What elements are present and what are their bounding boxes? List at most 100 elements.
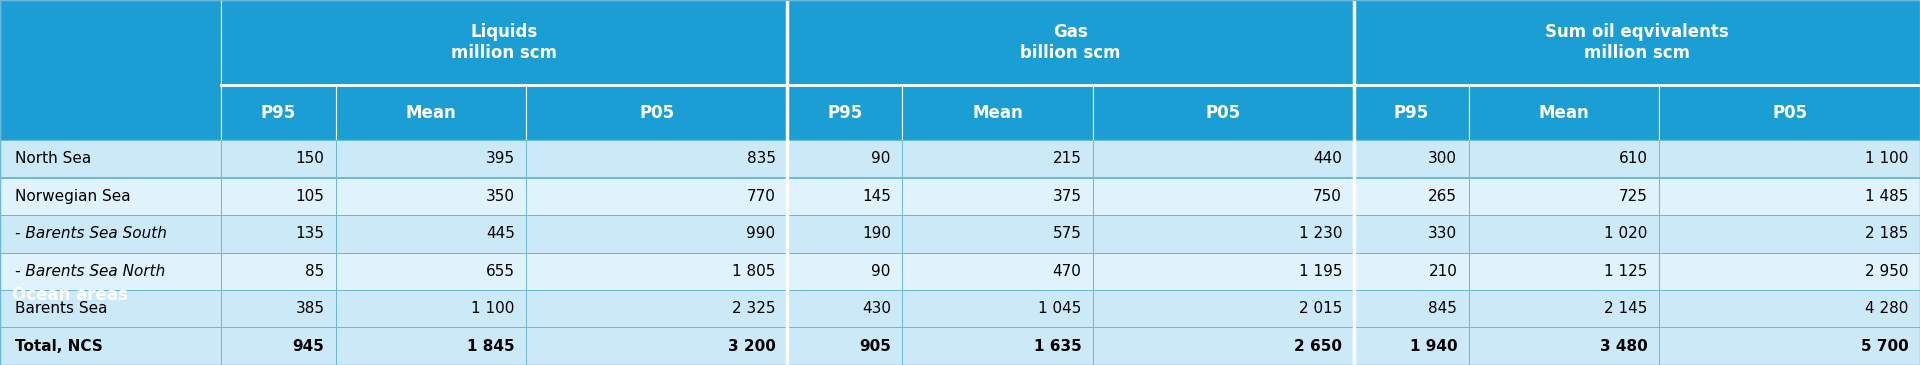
Text: Mean: Mean: [405, 104, 457, 122]
Text: 905: 905: [858, 339, 891, 354]
Bar: [902, 140, 1092, 177]
Bar: [1659, 215, 1920, 253]
Text: 845: 845: [1428, 301, 1457, 316]
Bar: [787, 215, 902, 253]
Bar: [1659, 327, 1920, 365]
Text: 105: 105: [296, 189, 324, 204]
Text: 1 100: 1 100: [472, 301, 515, 316]
Text: 990: 990: [747, 226, 776, 241]
Bar: [221, 215, 336, 253]
Bar: [336, 85, 526, 140]
Bar: [221, 140, 336, 177]
Text: 395: 395: [486, 151, 515, 166]
Bar: [1469, 140, 1659, 177]
Text: 2 185: 2 185: [1864, 226, 1908, 241]
Text: Norwegian Sea: Norwegian Sea: [15, 189, 131, 204]
Bar: [787, 290, 902, 327]
Text: 945: 945: [292, 339, 324, 354]
Text: 770: 770: [747, 189, 776, 204]
Text: 1 020: 1 020: [1605, 226, 1647, 241]
Text: 470: 470: [1052, 264, 1081, 279]
Text: P95: P95: [1394, 104, 1428, 122]
Text: 750: 750: [1313, 189, 1342, 204]
Text: 2 650: 2 650: [1294, 339, 1342, 354]
Text: 2 325: 2 325: [732, 301, 776, 316]
Bar: [1092, 177, 1354, 215]
Text: - Barents Sea North: - Barents Sea North: [15, 264, 165, 279]
Bar: [1092, 215, 1354, 253]
Text: 145: 145: [862, 189, 891, 204]
Text: 330: 330: [1428, 226, 1457, 241]
Text: 1 100: 1 100: [1864, 151, 1908, 166]
Text: 655: 655: [486, 264, 515, 279]
Bar: [0, 290, 221, 327]
Bar: [1469, 290, 1659, 327]
Text: 385: 385: [296, 301, 324, 316]
Bar: [0, 327, 221, 365]
Text: 90: 90: [872, 264, 891, 279]
Text: Barents Sea: Barents Sea: [15, 301, 108, 316]
Text: 1 045: 1 045: [1039, 301, 1081, 316]
Bar: [1092, 327, 1354, 365]
Text: Gas
billion scm: Gas billion scm: [1020, 23, 1121, 62]
Text: P05: P05: [1772, 104, 1807, 122]
Text: 1 230: 1 230: [1298, 226, 1342, 241]
Text: Mean: Mean: [972, 104, 1023, 122]
Text: 3 200: 3 200: [728, 339, 776, 354]
Text: 90: 90: [872, 151, 891, 166]
Text: 1 125: 1 125: [1605, 264, 1647, 279]
Bar: [526, 253, 787, 290]
Bar: [336, 253, 526, 290]
Text: Ocean areas: Ocean areas: [12, 287, 127, 304]
Text: P95: P95: [828, 104, 862, 122]
Bar: [336, 327, 526, 365]
Bar: [0, 177, 221, 215]
Bar: [0, 215, 221, 253]
Text: North Sea: North Sea: [15, 151, 92, 166]
Text: 1 485: 1 485: [1864, 189, 1908, 204]
Text: 150: 150: [296, 151, 324, 166]
Bar: [787, 253, 902, 290]
Text: 85: 85: [305, 264, 324, 279]
Bar: [902, 253, 1092, 290]
Bar: [526, 290, 787, 327]
Bar: [221, 253, 336, 290]
Bar: [1469, 215, 1659, 253]
Bar: [1092, 290, 1354, 327]
Bar: [787, 327, 902, 365]
Text: 135: 135: [296, 226, 324, 241]
Bar: [787, 85, 902, 140]
Text: 445: 445: [486, 226, 515, 241]
Bar: [526, 85, 787, 140]
Bar: [1354, 177, 1469, 215]
Bar: [902, 327, 1092, 365]
Bar: [0, 253, 221, 290]
Bar: [1092, 140, 1354, 177]
Bar: [526, 177, 787, 215]
Bar: [526, 140, 787, 177]
Text: Liquids
million scm: Liquids million scm: [451, 23, 557, 62]
Text: 1 845: 1 845: [467, 339, 515, 354]
Text: 300: 300: [1428, 151, 1457, 166]
Text: 2 950: 2 950: [1864, 264, 1908, 279]
Text: 4 280: 4 280: [1864, 301, 1908, 316]
Text: 210: 210: [1428, 264, 1457, 279]
Bar: [1354, 290, 1469, 327]
Bar: [336, 140, 526, 177]
Text: P05: P05: [1206, 104, 1240, 122]
Bar: [1469, 327, 1659, 365]
Text: 265: 265: [1428, 189, 1457, 204]
Text: 350: 350: [486, 189, 515, 204]
Bar: [221, 327, 336, 365]
Bar: [221, 85, 336, 140]
Bar: [1659, 253, 1920, 290]
Bar: [526, 327, 787, 365]
Bar: [1354, 253, 1469, 290]
Bar: [336, 215, 526, 253]
Bar: [1354, 327, 1469, 365]
Text: 3 480: 3 480: [1599, 339, 1647, 354]
Text: 1 940: 1 940: [1409, 339, 1457, 354]
Bar: [1354, 140, 1469, 177]
Bar: [1659, 85, 1920, 140]
Text: - Barents Sea South: - Barents Sea South: [15, 226, 167, 241]
